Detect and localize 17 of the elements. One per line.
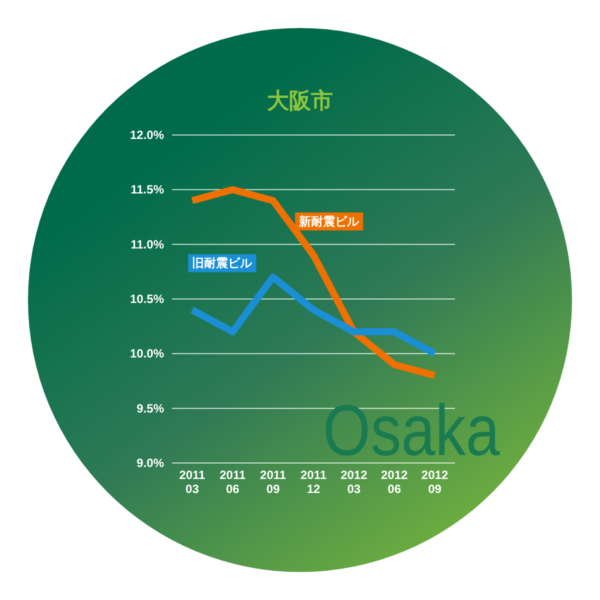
x-tick-label: 2011 03 xyxy=(179,468,206,496)
y-tick-label: 9.5% xyxy=(136,401,164,416)
y-tick-label: 11.0% xyxy=(130,237,164,252)
x-tick-label: 2012 09 xyxy=(421,468,448,496)
x-tick-label: 2011 09 xyxy=(260,468,286,496)
y-tick-label: 10.5% xyxy=(130,292,164,306)
chart-title: 大阪市 xyxy=(267,88,333,113)
x-tick-label: 2011 06 xyxy=(220,468,246,496)
y-tick-label: 10.0% xyxy=(130,346,164,361)
series-label: 新耐震ビル xyxy=(298,214,360,228)
y-tick-label: 12.0% xyxy=(130,128,164,142)
series-label: 旧耐震ビル xyxy=(192,256,254,270)
y-tick-label: 11.5% xyxy=(130,182,164,197)
x-tick-label: 2011 12 xyxy=(300,468,327,496)
x-tick-label: 2012 03 xyxy=(340,468,368,496)
x-tick-label: 2012 06 xyxy=(381,468,408,496)
y-tick-label: 9.0% xyxy=(136,456,164,470)
